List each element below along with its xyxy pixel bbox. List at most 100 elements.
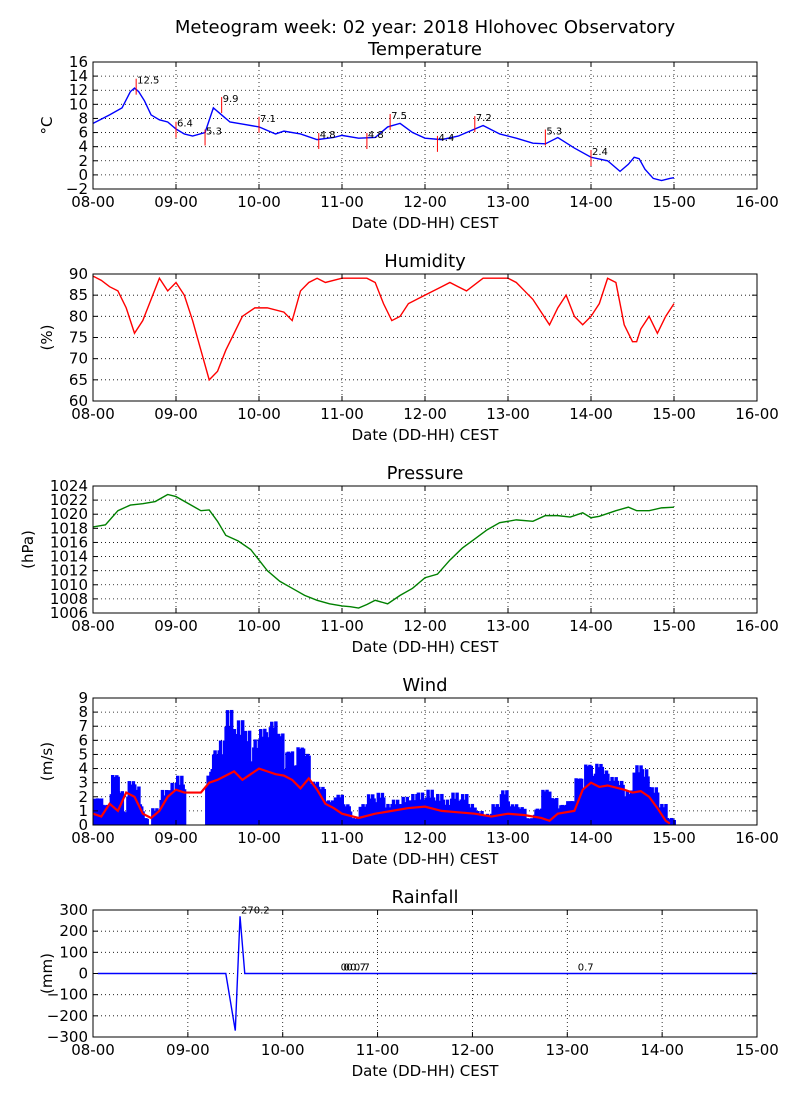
annotation-label: 0.7 <box>354 963 370 974</box>
x-tick-label: 12-00 <box>403 405 447 423</box>
y-axis-label: (m/s) <box>38 742 56 781</box>
x-tick-label: 14-00 <box>640 1041 684 1059</box>
y-tick-label: 10 <box>69 95 88 113</box>
x-tick-label: 14-00 <box>569 617 613 635</box>
annotation-label: 4.4 <box>438 133 454 144</box>
y-tick-label: 9 <box>78 689 88 707</box>
x-tick-label: 13-00 <box>486 617 530 635</box>
y-tick-label: 16 <box>69 53 88 71</box>
x-tick-label: 08-00 <box>71 829 115 847</box>
y-tick-label: 0 <box>78 965 88 983</box>
y-tick-label: 5 <box>78 745 88 763</box>
plot-frame <box>92 485 758 614</box>
y-axis-label: (mm) <box>38 953 56 994</box>
y-axis-label: (%) <box>38 325 56 351</box>
wind-average-line <box>93 767 671 825</box>
y-axis-label: °C <box>38 117 56 135</box>
x-tick-label: 10-00 <box>237 617 281 635</box>
annotation-label: 7.5 <box>391 111 407 122</box>
x-tick-label: 13-00 <box>486 405 530 423</box>
x-tick-label: 12-00 <box>451 1041 495 1059</box>
y-tick-label: 1006 <box>50 604 88 622</box>
x-tick-label: 11-00 <box>320 405 364 423</box>
y-tick-label: 2 <box>78 152 88 170</box>
plot-area <box>93 275 675 382</box>
y-tick-label: 6 <box>78 124 88 142</box>
y-tick-label: 1018 <box>50 519 88 537</box>
annotation-label: 5.3 <box>206 126 222 137</box>
plot-area <box>93 709 677 825</box>
annotation-label: 270.2 <box>241 905 270 916</box>
wind-gust-bar <box>182 789 187 825</box>
y-tick-label: 70 <box>69 350 88 368</box>
x-tick-label: 15-00 <box>735 1041 779 1059</box>
x-tick-label: 15-00 <box>652 829 696 847</box>
y-tick-label: 2 <box>78 788 88 806</box>
x-tick-label: 14-00 <box>569 405 613 423</box>
wind-gust-bar <box>120 791 125 825</box>
wind-gust-bar <box>348 811 353 825</box>
annotation-label: 4.8 <box>320 130 336 141</box>
y-tick-label: 7 <box>78 717 88 735</box>
y-tick-label: 1010 <box>50 576 88 594</box>
y-tick-label: 1008 <box>50 590 88 608</box>
figure-title: Meteogram week: 02 year: 2018 Hlohovec O… <box>175 17 676 38</box>
y-tick-label: 85 <box>69 286 88 304</box>
y-tick-label: 1024 <box>50 477 88 495</box>
annotation-label: 2.4 <box>592 147 608 158</box>
x-tick-label: 12-00 <box>403 829 447 847</box>
x-tick-label: 09-00 <box>154 193 198 211</box>
x-tick-label: 11-00 <box>320 617 364 635</box>
panel-pressure: Pressure 08-00 09-00 10-00 11-00 12-00 13-00 14… <box>19 463 779 656</box>
y-tick-label: 0 <box>78 816 88 834</box>
x-tick-label: 16-00 <box>735 829 779 847</box>
panel-wind: Wind 08-00 09-00 10-00 11-00 12-00 13-00 14-00 1… <box>38 675 779 868</box>
y-tick-label: 6 <box>78 731 88 749</box>
annotation-label: 4.8 <box>368 130 384 141</box>
annotation-label: 0 <box>341 963 347 974</box>
annotation-label: 6.4 <box>177 119 193 130</box>
annotation-label: 7.2 <box>476 113 492 124</box>
y-tick-label: 1012 <box>50 562 88 580</box>
y-tick-label: −100 <box>47 986 88 1004</box>
x-tick-label: 09-00 <box>154 617 198 635</box>
x-tick-label: 10-00 <box>237 829 281 847</box>
y-tick-label: 1020 <box>50 505 88 523</box>
x-tick-label: 11-00 <box>356 1041 400 1059</box>
y-tick-label: 8 <box>78 703 88 721</box>
x-tick-label: 15-00 <box>652 617 696 635</box>
x-tick-label: 08-00 <box>71 193 115 211</box>
y-tick-label: 1014 <box>50 548 88 566</box>
y-tick-label: 1 <box>78 802 88 820</box>
annotation-label: 12.5 <box>137 76 159 87</box>
panel-title: Wind <box>402 675 447 696</box>
wind-gust-bar <box>664 803 668 825</box>
annotation-label: 0.7 <box>578 963 594 974</box>
panel-title: Rainfall <box>392 887 459 908</box>
y-tick-label: 8 <box>78 109 88 127</box>
y-tick-label: 0 <box>78 166 88 184</box>
y-tick-label: 200 <box>59 922 88 940</box>
annotation-label: 9.9 <box>223 94 239 105</box>
y-tick-label: 65 <box>69 371 88 389</box>
y-tick-label: 4 <box>78 138 88 156</box>
x-axis-label: Date (DD-HH) CEST <box>352 850 500 868</box>
panel-title: Pressure <box>387 463 464 484</box>
y-tick-label: 80 <box>69 307 88 325</box>
annotation-label: 0 <box>346 963 352 974</box>
annotation-label: 7.1 <box>260 114 276 125</box>
y-tick-label: 100 <box>59 943 88 961</box>
x-axis-label: Date (DD-HH) CEST <box>352 1062 500 1080</box>
plot-area <box>97 916 757 1031</box>
y-tick-label: −2 <box>66 180 88 198</box>
x-tick-label: 11-00 <box>320 193 364 211</box>
x-tick-label: 09-00 <box>166 1041 210 1059</box>
y-tick-label: 3 <box>78 774 88 792</box>
x-tick-label: 11-00 <box>320 829 364 847</box>
y-tick-label: 14 <box>69 67 88 85</box>
x-axis-label: Date (DD-HH) CEST <box>352 214 500 232</box>
x-tick-label: 14-00 <box>569 193 613 211</box>
